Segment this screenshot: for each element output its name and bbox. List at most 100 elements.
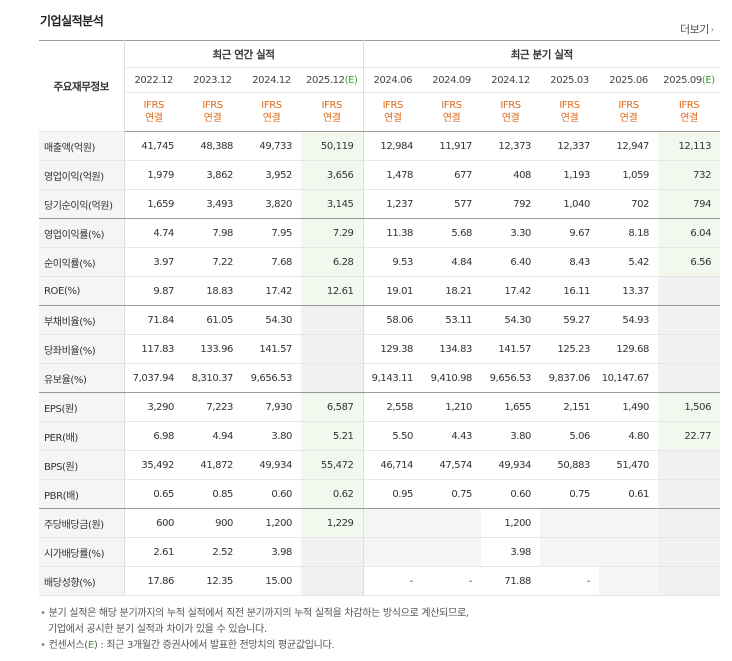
table-row: 배당성향(%) 17.86 12.35 15.00- -71.88- [39, 566, 721, 596]
table-cell: 5.50 [362, 421, 423, 451]
table-cell [658, 508, 721, 538]
row-label: 당기순이익(억원) [39, 189, 125, 219]
table-cell: 4.74 [124, 218, 183, 248]
table-cell: 49,733 [242, 131, 301, 161]
table-cell: 133.96 [183, 334, 242, 364]
table-cell: - [362, 566, 423, 596]
table-cell: 141.57 [481, 334, 541, 364]
table-cell: 9.53 [362, 247, 423, 277]
table-cell: 5.21 [301, 421, 364, 451]
table-cell: 577 [422, 189, 482, 219]
table-cell [658, 479, 721, 509]
basis-header: IFRS 연결 [540, 92, 600, 132]
table-cell: 6.40 [481, 247, 541, 277]
table-cell: 54.30 [481, 305, 541, 335]
footnote-2: • 컨센서스(E) : 최근 3개월간 증권사에서 발표한 전망치의 평균값입니다… [40, 640, 335, 651]
table-cell: 12,373 [481, 131, 541, 161]
table-cell: 5.06 [540, 421, 600, 451]
table-cell: 3,145 [301, 189, 364, 219]
table-cell: 54.30 [242, 305, 301, 335]
table-cell: 9,410.98 [422, 363, 482, 393]
table-row: 유보율(%) 7,037.94 8,310.37 9,656.53 9,143.11 9,… [39, 363, 721, 393]
table-cell: 17.42 [481, 276, 541, 306]
row-label: 부채비율(%) [39, 305, 125, 335]
table-cell: 61.05 [183, 305, 242, 335]
table-cell: 18.83 [183, 276, 242, 306]
table-cell [540, 508, 600, 538]
basis-header: IFRS 연결 [242, 92, 301, 132]
period-header: 2025.09(E) [658, 67, 721, 93]
table-cell: 50,883 [540, 450, 600, 480]
table-cell: 17.86 [124, 566, 183, 596]
table-cell [301, 537, 364, 567]
table-cell: 1,229 [301, 508, 364, 538]
table-cell: 1,659 [124, 189, 183, 219]
table-row: 당좌비율(%) 117.83 133.96 141.57 129.38 134.83 141… [39, 334, 721, 364]
table-cell: 2,558 [362, 392, 423, 422]
group-quarter: 최근 분기 실적 [362, 40, 721, 68]
table-cell: 10,147.67 [599, 363, 659, 393]
table-cell: 794 [658, 189, 721, 219]
table-cell: 3,952 [242, 160, 301, 190]
table-cell: 0.95 [362, 479, 423, 509]
table-cell: 9,143.11 [362, 363, 423, 393]
table-cell: 6.98 [124, 421, 183, 451]
table-row: EPS(원) 3,290 7,223 7,930 6,587 2,558 1,210 1,65… [39, 392, 721, 422]
table-row: BPS(원) 35,492 41,872 49,934 55,472 46,714 47,5… [39, 450, 721, 480]
table-cell [362, 508, 423, 538]
table-cell: 1,237 [362, 189, 423, 219]
more-link[interactable]: 더보기 › [680, 21, 714, 37]
row-label: 영업이익률(%) [39, 218, 125, 248]
period-header: 2024.06 [362, 67, 423, 93]
table-row: 부채비율(%) 71.84 61.05 54.30 58.06 53.11 54.30 59.… [39, 305, 721, 335]
table-cell [599, 537, 659, 567]
table-cell: 7.22 [183, 247, 242, 277]
table-cell: 6.28 [301, 247, 364, 277]
table-cell: 12,984 [362, 131, 423, 161]
chevron-right-icon: › [710, 24, 714, 34]
table-cell [301, 363, 364, 393]
table-cell: 71.88 [481, 566, 541, 596]
table-cell: 3,290 [124, 392, 183, 422]
table-row: 순이익률(%) 3.97 7.22 7.68 6.28 9.53 4.84 6.40 8.43 5… [39, 247, 721, 277]
table-cell: 7.29 [301, 218, 364, 248]
table-cell [301, 566, 364, 596]
table-cell: 0.60 [242, 479, 301, 509]
table-cell: 0.65 [124, 479, 183, 509]
row-label: 당좌비율(%) [39, 334, 125, 364]
table-cell: 129.68 [599, 334, 659, 364]
table-row: PER(배) 6.98 4.94 3.80 5.21 5.50 4.43 3.80 5.06 4.… [39, 421, 721, 451]
table-cell: 3,820 [242, 189, 301, 219]
table-cell: 0.75 [422, 479, 482, 509]
basis-header: IFRS 연결 [362, 92, 423, 132]
table-row: 매출액(억원) 41,745 48,388 49,733 50,119 12,984 11,… [39, 131, 721, 161]
more-label: 더보기 [680, 23, 709, 36]
table-cell [599, 566, 659, 596]
table-cell: 49,934 [242, 450, 301, 480]
table-row: ROE(%) 9.87 18.83 17.42 12.61 19.01 18.21 17.42… [39, 276, 721, 306]
table-cell: 141.57 [242, 334, 301, 364]
table-cell: 792 [481, 189, 541, 219]
row-label: PBR(배) [39, 479, 125, 509]
table-cell: 12,337 [540, 131, 600, 161]
table-cell: 117.83 [124, 334, 183, 364]
table-cell: 15.00 [242, 566, 301, 596]
table-cell: 17.42 [242, 276, 301, 306]
table-cell: 1,506 [658, 392, 721, 422]
table-cell: 2,151 [540, 392, 600, 422]
table-cell: 48,388 [183, 131, 242, 161]
table-cell: 2.52 [183, 537, 242, 567]
row-label: 매출액(억원) [39, 131, 125, 161]
table-cell: 3.30 [481, 218, 541, 248]
table-cell: - [540, 566, 600, 596]
table-cell: 11,917 [422, 131, 482, 161]
row-label: 영업이익(억원) [39, 160, 125, 190]
table-cell: 12,947 [599, 131, 659, 161]
table-cell: 702 [599, 189, 659, 219]
table-row: 주당배당금(원) 600 900 1,200 1,229 1,200 [39, 508, 721, 538]
table-cell: 7,037.94 [124, 363, 183, 393]
table-cell [658, 450, 721, 480]
table-cell: 408 [481, 160, 541, 190]
table-cell: 1,210 [422, 392, 482, 422]
table-row: 영업이익률(%) 4.74 7.98 7.95 7.29 11.38 5.68 3.30 9.6… [39, 218, 721, 248]
